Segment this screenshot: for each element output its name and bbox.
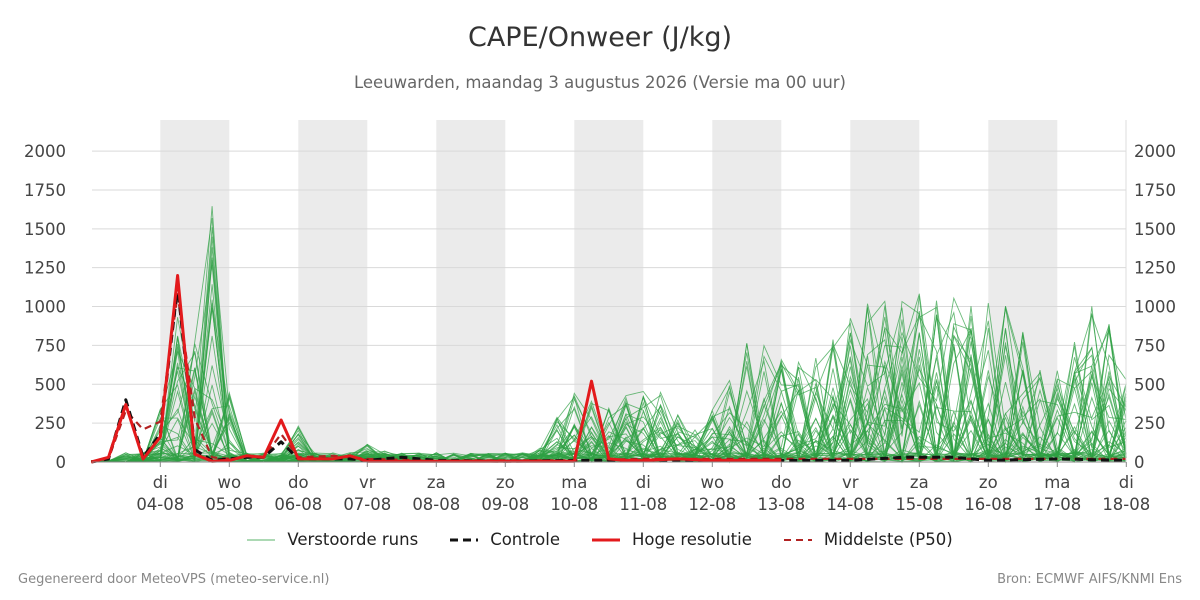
x-tick-date: 08-08 [412,495,460,514]
footer-generated-by: Gegenereerd door MeteoVPS (meteo-service… [18,572,330,587]
x-tick-day: ma [1044,473,1070,492]
y-tick-label-left: 500 [35,375,67,394]
y-tick-label-left: 2000 [24,142,66,161]
x-tick-day: za [910,473,929,492]
x-tick-day: di [153,473,168,492]
x-tick-date: 14-08 [826,495,874,514]
legend-item-control: Controle [450,530,560,549]
y-tick-label-left: 1750 [24,181,66,200]
legend-item-median: Middelste (P50) [783,530,953,549]
chart-title: CAPE/Onweer (J/kg) [467,22,732,53]
x-tick-date: 17-08 [1033,495,1081,514]
x-tick-day: do [771,473,792,492]
main-series [90,274,1127,464]
legend-swatch-high-res [591,538,620,541]
shaded-day-band [436,120,506,462]
y-tick-label-left: 750 [35,336,67,355]
x-tick-date: 04-08 [136,495,184,514]
y-tick-label-left: 1500 [24,220,66,239]
y-tick-label-right: 1250 [1134,259,1176,278]
legend-item-ensemble: Verstoorde runs [247,530,418,549]
x-tick-day: di [1119,473,1134,492]
shaded-day-band [298,120,368,462]
y-tick-label-right: 1500 [1134,220,1176,239]
legend-label: Verstoorde runs [287,530,419,549]
legend: Verstoorde runs Controle Hoge resolutie … [0,530,1200,549]
y-tick-label-right: 500 [1134,375,1166,394]
legend-item-high-res: Hoge resolutie [591,530,752,549]
y-tick-label-right: 1750 [1134,181,1176,200]
x-tick-date: 18-08 [1102,495,1150,514]
y-tick-label-right: 0 [1134,453,1145,472]
x-axis: di 04-08 wo 05-08 do 06-08 vr 07-08 za 08-08 zo 09-… [136,462,1150,514]
x-tick-date: 09-08 [481,495,529,514]
legend-swatch-control [450,538,479,541]
chart-subtitle: Leeuwarden, maandag 3 augustus 2026 (Ver… [354,73,846,92]
legend-label: Controle [490,530,560,549]
y-tick-label-right: 250 [1134,414,1166,433]
x-tick-day: zo [979,473,998,492]
x-tick-date: 05-08 [205,495,253,514]
legend-swatch-median [783,538,812,541]
y-axis-left: 0 250 500 750 1000 1250 1500 1750 2000 [24,142,66,472]
x-tick-date: 07-08 [343,495,391,514]
legend-swatch-ensemble [247,539,276,540]
footer-source: Bron: ECMWF AIFS/KNMI Ens [997,572,1182,587]
y-tick-label-left: 0 [56,453,67,472]
x-tick-day: ma [561,473,587,492]
x-tick-day: vr [842,473,859,492]
series-line-hoge-resolutie [90,274,782,464]
axes [92,120,1127,463]
y-tick-label-right: 2000 [1134,142,1176,161]
x-tick-date: 06-08 [274,495,322,514]
y-axis-right: 0 250 500 750 1000 1250 1500 1750 2000 [1134,142,1176,472]
y-tick-label-left: 1000 [24,298,66,317]
x-tick-day: di [636,473,651,492]
x-tick-day: wo [218,473,242,492]
x-tick-day: zo [496,473,515,492]
y-tick-label-left: 1250 [24,259,66,278]
x-tick-date: 11-08 [619,495,667,514]
x-tick-date: 13-08 [757,495,805,514]
x-tick-day: za [427,473,446,492]
legend-label: Hoge resolutie [631,530,752,549]
legend-label: Middelste (P50) [823,530,953,549]
x-tick-date: 15-08 [895,495,943,514]
y-tick-label-right: 750 [1134,336,1166,355]
x-tick-day: do [288,473,309,492]
y-tick-label-left: 250 [35,414,67,433]
x-tick-day: vr [359,473,376,492]
y-tick-label-right: 1000 [1134,298,1176,317]
x-tick-date: 12-08 [688,495,736,514]
x-tick-day: wo [701,473,725,492]
x-tick-date: 16-08 [964,495,1012,514]
weekend-bands [160,120,1058,462]
x-tick-date: 10-08 [550,495,598,514]
